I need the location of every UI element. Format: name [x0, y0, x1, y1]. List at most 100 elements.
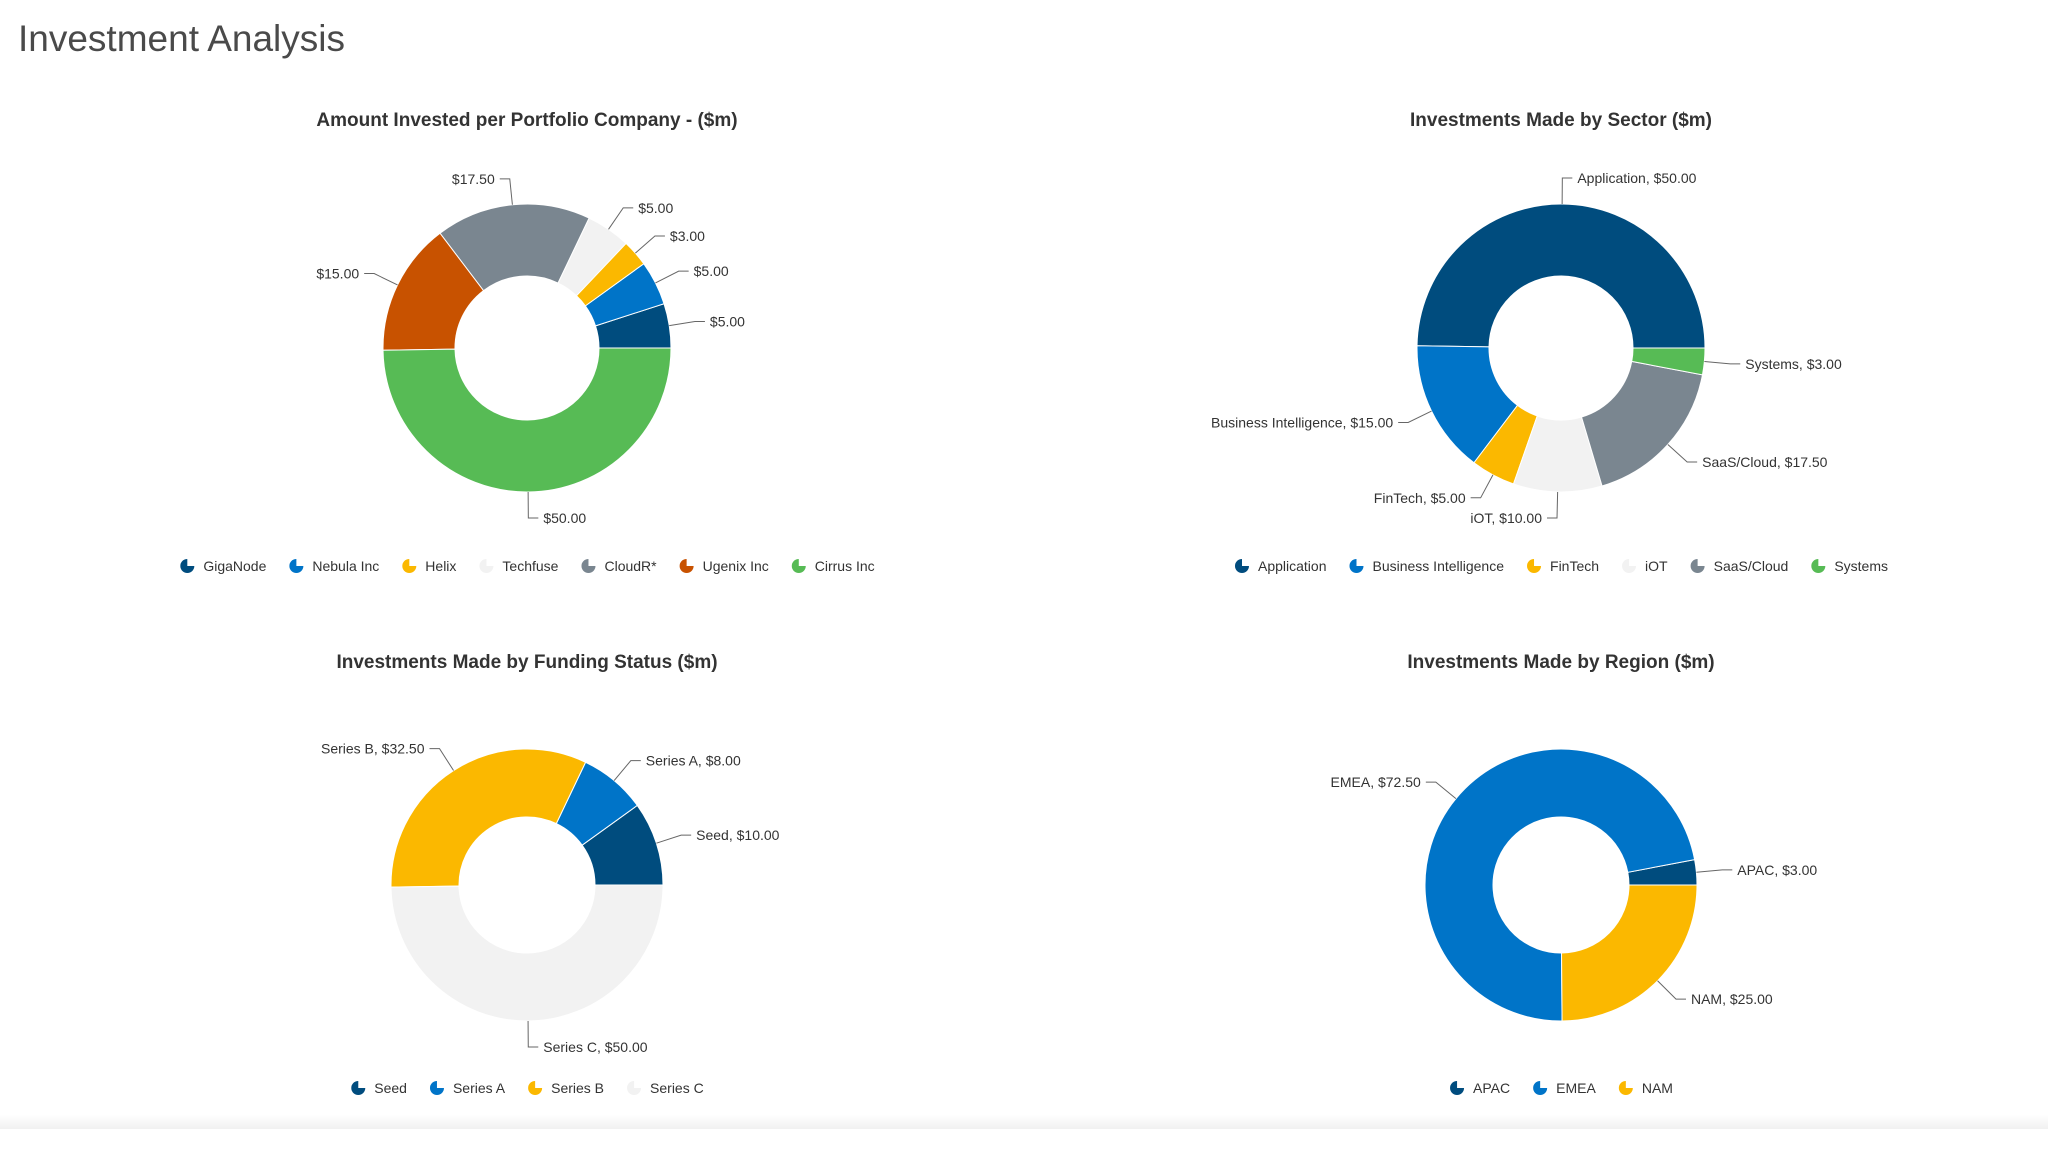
legend-label: Ugenix Inc: [703, 558, 769, 574]
data-label-seed: Seed, $10.00: [696, 827, 780, 843]
legend-item-saas-cloud[interactable]: SaaS/Cloud: [1690, 558, 1789, 574]
slice-saas-cloud[interactable]: [1580, 360, 1704, 487]
legend-label: GigaNode: [203, 558, 266, 574]
chart-title: Amount Invested per Portfolio Company - …: [316, 110, 737, 131]
slice-systems[interactable]: [1631, 347, 1706, 376]
leader-line: [655, 270, 689, 284]
pie-icon-wedge: [686, 558, 695, 566]
legend-label: Application: [1258, 558, 1327, 574]
legend-item-nam[interactable]: NAM: [1618, 1080, 1673, 1096]
pie-icon-wedge: [1818, 558, 1827, 566]
data-label-saas-cloud: SaaS/Cloud, $17.50: [1702, 454, 1828, 470]
legend-item-series-a[interactable]: Series A: [429, 1080, 506, 1096]
legend-item-cirrus-inc[interactable]: Cirrus Inc: [791, 558, 875, 574]
pie-icon-wedge: [187, 558, 196, 566]
legend-label: Techfuse: [502, 558, 558, 574]
legend-label: FinTech: [1550, 558, 1599, 574]
data-label-emea: EMEA, $72.50: [1331, 774, 1421, 790]
data-label-series-a: Series A, $8.00: [646, 753, 741, 769]
portfolio-company-chart: Amount Invested per Portfolio Company - …: [0, 100, 1024, 620]
leader-line: [669, 321, 705, 327]
slice-emea[interactable]: [1424, 748, 1696, 1022]
legend-item-series-b[interactable]: Series B: [528, 1080, 604, 1096]
data-label-giganode: $5.00: [710, 314, 745, 330]
legend-label: Series A: [453, 1080, 506, 1096]
legend-item-techfuse[interactable]: Techfuse: [479, 558, 559, 574]
leader-line: [608, 207, 634, 230]
legend-item-ugenix-inc[interactable]: Ugenix Inc: [679, 558, 769, 574]
data-label-ugenix-inc: $15.00: [316, 266, 359, 282]
leader-line: [1398, 410, 1432, 423]
legend-item-seed[interactable]: Seed: [351, 1080, 407, 1096]
legend-label: EMEA: [1556, 1080, 1596, 1096]
legend-item-iot[interactable]: iOT: [1622, 558, 1668, 574]
legend-item-systems[interactable]: Systems: [1811, 558, 1888, 574]
sector-chart: Investments Made by Sector ($m) Applicati…: [1024, 100, 2048, 620]
chart-title: Investments Made by Sector ($m): [1410, 110, 1712, 131]
leader-line: [1470, 474, 1494, 499]
leader-line: [656, 834, 692, 844]
leader-line: [527, 1020, 539, 1048]
legend-item-apac[interactable]: APAC: [1450, 1080, 1510, 1096]
funding-status-chart: Investments Made by Funding Status ($m) S…: [0, 642, 1024, 1162]
legend-label: APAC: [1473, 1080, 1510, 1096]
pie-icon-wedge: [358, 1080, 367, 1088]
data-label-nebula-inc: $5.00: [694, 263, 729, 279]
bottom-strip: [0, 1115, 2048, 1129]
leader-line: [1667, 444, 1698, 463]
legend-label: Systems: [1834, 558, 1888, 574]
chart-title: Investments Made by Funding Status ($m): [336, 652, 717, 673]
leader-line: [613, 760, 641, 781]
pie-icon-wedge: [1356, 558, 1365, 566]
legend-item-emea[interactable]: EMEA: [1533, 1080, 1596, 1096]
leader-line: [1547, 491, 1559, 519]
data-label-cloudr: $17.50: [452, 171, 495, 187]
leader-line: [364, 273, 398, 286]
pie-icon-wedge: [588, 558, 597, 566]
legend-item-series-c[interactable]: Series C: [627, 1080, 704, 1096]
chart-legend: Seed Series A Series B Series C: [351, 1080, 704, 1096]
data-label-series-c: Series C, $50.00: [543, 1039, 647, 1055]
slice-series-c[interactable]: [390, 884, 664, 1022]
slice-application[interactable]: [1416, 203, 1706, 349]
data-label-application: Application, $50.00: [1577, 170, 1696, 186]
slice-cirrus-inc[interactable]: [382, 347, 672, 493]
legend-label: NAM: [1642, 1080, 1673, 1096]
leader-line: [527, 491, 539, 519]
pie-icon-wedge: [1457, 1080, 1466, 1088]
legend-label: Series B: [551, 1080, 604, 1096]
legend-item-nebula-inc[interactable]: Nebula Inc: [289, 558, 379, 574]
pie-icon-wedge: [1534, 558, 1543, 566]
leader-line: [1704, 360, 1741, 365]
chart-legend: APAC EMEA NAM: [1450, 1080, 1673, 1096]
slice-nam[interactable]: [1561, 884, 1698, 1022]
data-label-cirrus-inc: $50.00: [543, 510, 586, 526]
pie-icon-wedge: [409, 558, 418, 566]
legend-label: iOT: [1645, 558, 1668, 574]
legend-item-business-intelligence[interactable]: Business Intelligence: [1349, 558, 1504, 574]
legend-item-giganode[interactable]: GigaNode: [180, 558, 267, 574]
data-label-systems: Systems, $3.00: [1745, 356, 1842, 372]
legend-item-application[interactable]: Application: [1234, 558, 1327, 574]
leader-line: [1425, 781, 1457, 800]
pie-icon-wedge: [1629, 558, 1638, 566]
slice-series-b[interactable]: [390, 748, 587, 888]
legend-item-helix[interactable]: Helix: [402, 558, 456, 574]
legend-label: Series C: [650, 1080, 704, 1096]
data-label-techfuse: $5.00: [638, 200, 673, 216]
leader-line: [499, 178, 513, 205]
pie-icon-wedge: [798, 558, 807, 566]
legend-label: Helix: [425, 558, 456, 574]
chart-svg: Investments Made by Region ($m) APAC, $3.…: [1331, 652, 1818, 1096]
leader-line: [1696, 869, 1733, 873]
legend-item-cloudr[interactable]: CloudR*: [581, 558, 657, 574]
leader-line: [1657, 980, 1686, 1000]
chart-svg: Investments Made by Funding Status ($m) S…: [321, 652, 780, 1096]
legend-label: Business Intelligence: [1372, 558, 1504, 574]
pie-icon-wedge: [634, 1080, 643, 1088]
legend-item-fintech[interactable]: FinTech: [1527, 558, 1599, 574]
data-label-iot: iOT, $10.00: [1470, 510, 1542, 526]
leader-line: [429, 748, 454, 771]
pie-icon-wedge: [296, 558, 305, 566]
data-label-fintech: FinTech, $5.00: [1374, 490, 1466, 506]
